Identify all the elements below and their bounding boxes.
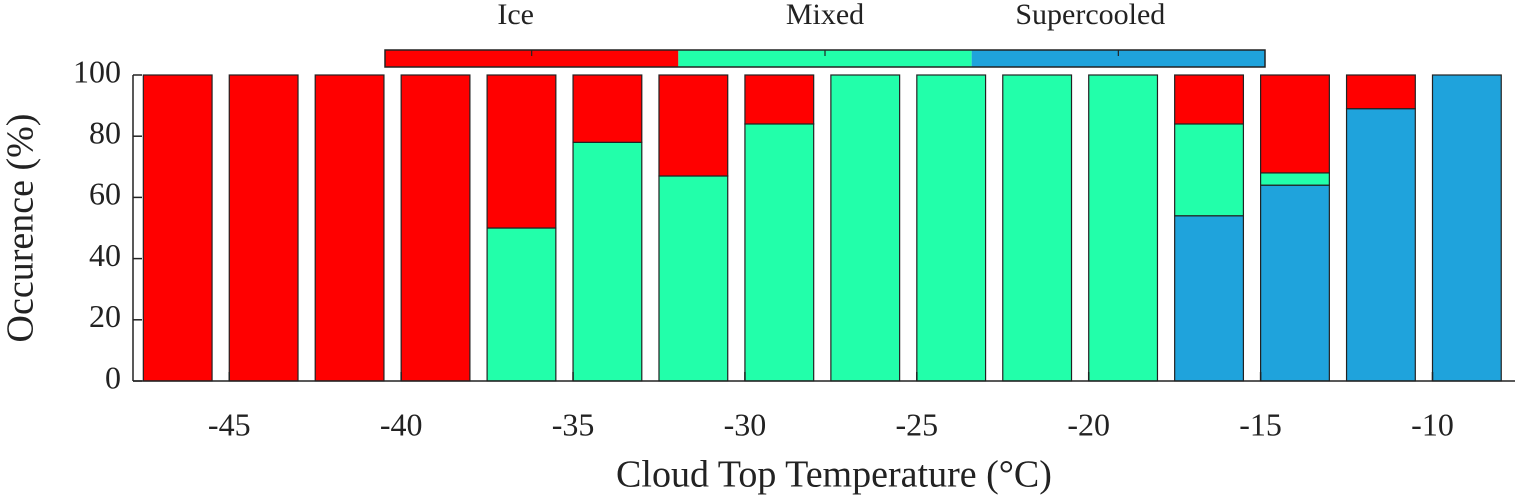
y-tick-label: 20 xyxy=(89,298,121,334)
x-tick-label: -35 xyxy=(552,406,595,442)
legend-label: Mixed xyxy=(786,0,864,31)
bar-segment xyxy=(486,74,557,229)
bar-segment xyxy=(916,74,987,382)
x-tick-label: -40 xyxy=(380,406,423,442)
legend-label: Supercooled xyxy=(1015,0,1165,31)
bar-segment xyxy=(142,74,213,382)
bar-segment xyxy=(1431,74,1502,382)
y-tick-label: 100 xyxy=(73,53,121,89)
x-tick-label: -20 xyxy=(1067,406,1110,442)
y-tick-label: 80 xyxy=(89,115,121,151)
legend-swatch xyxy=(678,50,972,67)
bar-segment xyxy=(658,175,729,382)
bar-segment xyxy=(1088,74,1159,382)
bar-segment xyxy=(1174,74,1245,125)
y-tick-label: 40 xyxy=(89,237,121,273)
y-tick-label: 0 xyxy=(105,359,121,395)
bar-segment xyxy=(1260,184,1330,382)
bar-segment xyxy=(1002,74,1073,382)
legend-swatch xyxy=(385,50,679,67)
y-axis-title: Occurence (%) xyxy=(0,114,42,343)
bar-segment xyxy=(1174,215,1245,382)
bar-segment xyxy=(1260,172,1330,186)
bar-segment xyxy=(228,74,299,382)
bar-segment xyxy=(658,74,729,177)
bar-segment xyxy=(1345,74,1416,110)
y-tick-label: 60 xyxy=(89,176,121,212)
x-tick-label: -15 xyxy=(1239,406,1282,442)
legend-swatch xyxy=(971,50,1265,67)
bar-segment xyxy=(744,74,815,125)
x-axis-title: Cloud Top Temperature (°C) xyxy=(616,454,1052,496)
x-tick-label: -30 xyxy=(724,406,767,442)
x-tick-label: -45 xyxy=(208,406,251,442)
bar-segment xyxy=(744,123,815,382)
bar-segment xyxy=(1345,108,1416,382)
bar-segment xyxy=(572,74,643,143)
bar-segment xyxy=(314,74,385,382)
bar-segment xyxy=(830,74,901,382)
bar-segment xyxy=(1260,74,1330,174)
legend-label: Ice xyxy=(497,0,534,31)
x-tick-label: -10 xyxy=(1411,406,1454,442)
bar-segment xyxy=(486,227,557,382)
bar-segment xyxy=(572,141,643,382)
x-tick-label: -25 xyxy=(895,406,938,442)
bar-segment xyxy=(400,74,471,382)
legend-frame xyxy=(384,49,1266,68)
bar-segment xyxy=(1174,123,1245,217)
